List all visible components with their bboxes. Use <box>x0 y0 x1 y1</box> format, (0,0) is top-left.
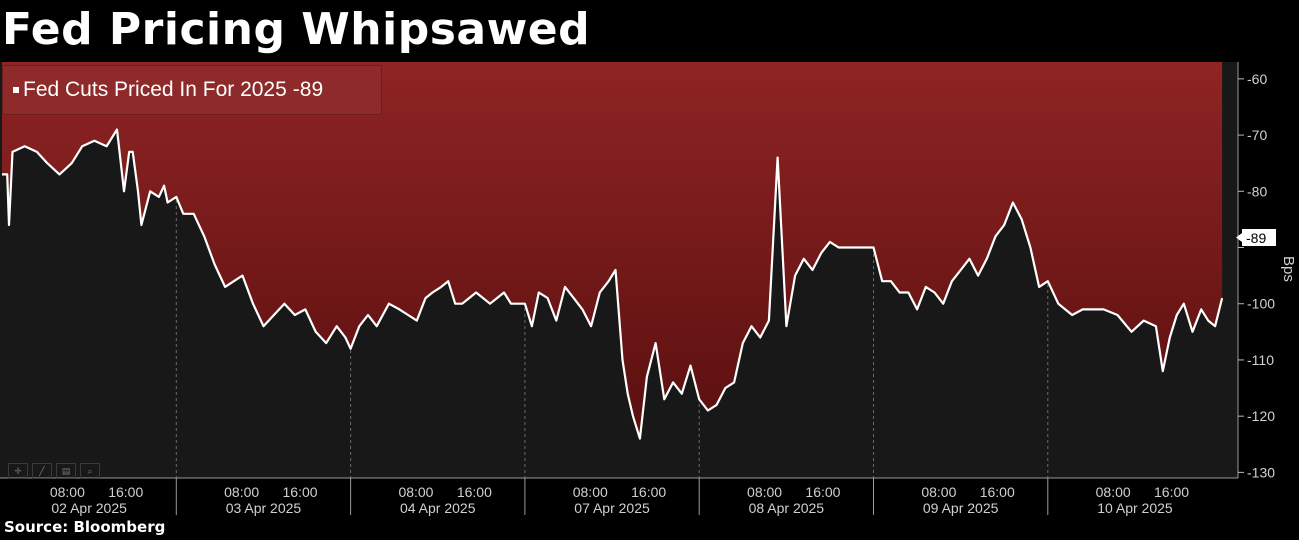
y-tick-label: -120 <box>1247 408 1275 424</box>
x-day-label: 07 Apr 2025 <box>574 500 650 516</box>
y-tick-label: -70 <box>1247 127 1267 143</box>
y-axis: -60 -70 -80 -100 -110 -120 -130 <box>1237 62 1275 480</box>
x-day-label: 08 Apr 2025 <box>749 500 825 516</box>
y-tick-label: -100 <box>1247 296 1275 312</box>
zoom-icon[interactable]: ⌕ <box>80 463 100 479</box>
x-time-label: 08:00 <box>224 484 259 500</box>
series-line <box>2 128 1224 440</box>
y-tick-label: -110 <box>1247 352 1274 368</box>
area-fill <box>2 62 1223 439</box>
x-day-label: 10 Apr 2025 <box>1097 500 1173 516</box>
x-time-label: 16:00 <box>980 484 1015 500</box>
chart-title: Fed Pricing Whipsawed <box>2 4 591 55</box>
last-value-tag-box <box>1242 229 1276 246</box>
x-time-label: 08:00 <box>573 484 608 500</box>
last-value-pointer <box>1236 233 1242 242</box>
x-day-label: 09 Apr 2025 <box>923 500 999 516</box>
y-axis-label: Bps <box>1280 256 1297 282</box>
x-time-label: 16:00 <box>805 484 840 500</box>
x-time-label: 16:00 <box>457 484 492 500</box>
crosshair-icon[interactable]: ✛ <box>8 463 28 479</box>
legend-value: -89 <box>292 78 324 101</box>
x-time-label: 16:00 <box>1154 484 1189 500</box>
x-time-label: 08:00 <box>921 484 956 500</box>
last-value-tag: -89 <box>1236 229 1276 246</box>
x-time-label: 08:00 <box>50 484 85 500</box>
x-day-label: 04 Apr 2025 <box>400 500 476 516</box>
x-time-label: 08:00 <box>398 484 433 500</box>
legend-swatch <box>13 87 19 93</box>
x-time-label: 16:00 <box>108 484 143 500</box>
legend-label: Fed Cuts Priced In For 2025 <box>23 78 287 101</box>
x-time-label: 16:00 <box>283 484 318 500</box>
y-tick-label: -130 <box>1247 464 1275 480</box>
last-value-tag-text: -89 <box>1246 230 1266 246</box>
chart-toolbar: ✛ ╱ ▤ ⌕ <box>8 463 100 479</box>
y-tick-label: -80 <box>1247 183 1267 199</box>
x-time-label: 08:00 <box>1096 484 1131 500</box>
table-icon[interactable]: ▤ <box>56 463 76 479</box>
x-day-label: 03 Apr 2025 <box>226 500 302 516</box>
legend: Fed Cuts Priced In For 2025 -89 <box>2 65 382 115</box>
x-time-label: 16:00 <box>631 484 666 500</box>
x-time-label: 08:00 <box>747 484 782 500</box>
source-note: Source: Bloomberg <box>4 518 166 536</box>
y-tick-label: -60 <box>1247 71 1267 87</box>
x-day-label: 02 Apr 2025 <box>51 500 127 516</box>
draw-line-icon[interactable]: ╱ <box>32 463 52 479</box>
